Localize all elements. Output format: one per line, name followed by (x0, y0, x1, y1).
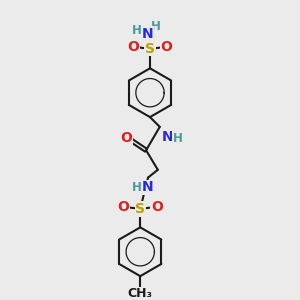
Text: H: H (131, 181, 141, 194)
Text: H: H (132, 24, 142, 37)
Text: O: O (161, 40, 172, 54)
Text: S: S (145, 42, 155, 56)
Text: H: H (151, 20, 161, 33)
Text: O: O (118, 200, 130, 214)
Text: O: O (128, 40, 139, 54)
Text: S: S (135, 202, 145, 216)
Text: CH₃: CH₃ (128, 287, 153, 300)
Text: N: N (141, 27, 153, 41)
Text: N: N (162, 130, 173, 144)
Text: O: O (121, 130, 133, 145)
Text: H: H (172, 132, 182, 145)
Text: N: N (141, 180, 153, 194)
Text: O: O (151, 200, 163, 214)
